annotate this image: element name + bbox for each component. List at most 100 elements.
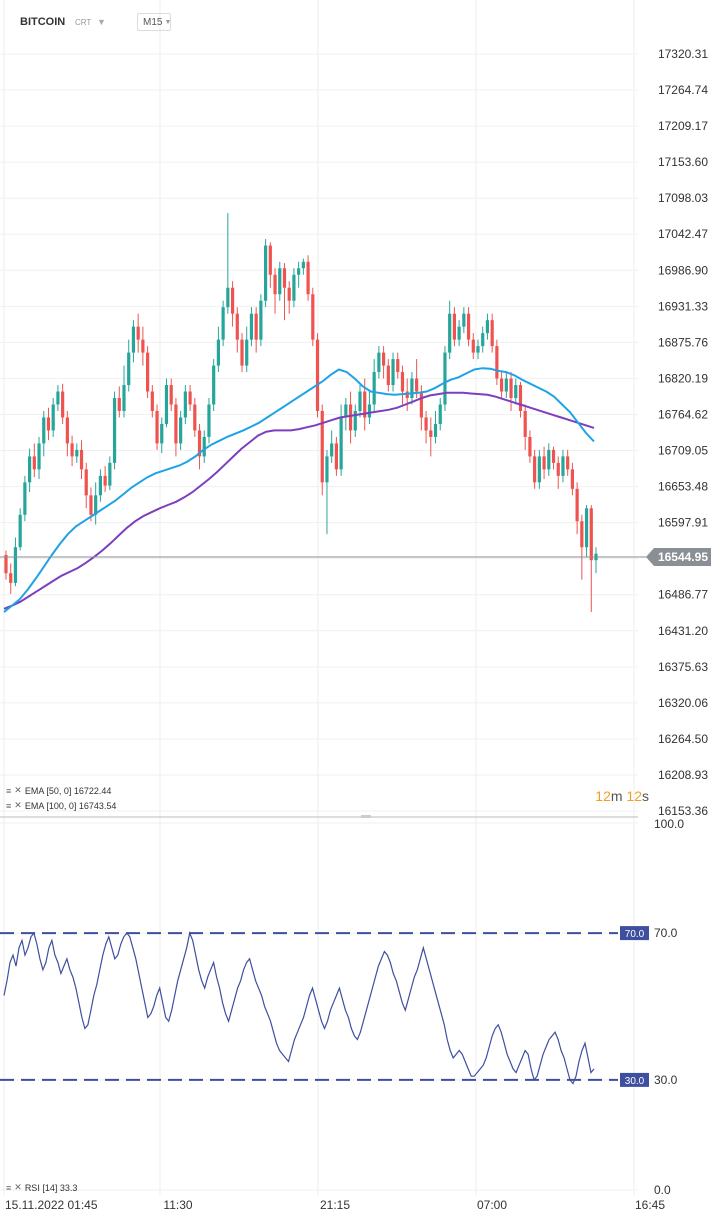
candle-body — [500, 378, 504, 392]
candle-body — [518, 385, 523, 411]
candle-body — [160, 423, 164, 444]
candle-body — [235, 313, 239, 340]
candle-body — [150, 391, 154, 411]
candle-body — [212, 365, 216, 405]
candle-body — [230, 287, 235, 314]
menu-icon[interactable]: ≡ — [6, 800, 11, 811]
candle-countdown: 12m 12s — [595, 788, 649, 804]
price-tick-label: 16597.91 — [658, 516, 708, 530]
candle-body — [188, 391, 192, 405]
time-tick-label: 07:00 — [477, 1198, 507, 1212]
candle-body — [325, 456, 329, 483]
candle-body — [580, 521, 584, 548]
candle-body — [207, 404, 211, 437]
chevron-down-icon: ▼ — [164, 18, 172, 26]
candle-body — [32, 456, 36, 470]
price-tick-label: 16820.19 — [658, 371, 708, 385]
price-tick-label: 16653.48 — [658, 480, 708, 494]
candle-body — [433, 423, 438, 437]
ema100-line — [3, 391, 595, 610]
current-price-label: 16544.95 — [658, 550, 708, 564]
candle-body — [551, 449, 556, 463]
candle-body — [155, 410, 159, 444]
symbol-dropdown-icon[interactable]: ▼ — [97, 17, 106, 27]
candle-body — [556, 462, 560, 476]
menu-icon[interactable]: ≡ — [6, 1182, 11, 1193]
candle-body — [306, 261, 310, 295]
price-tick-label: 17264.74 — [658, 83, 708, 97]
candle-body — [452, 313, 456, 340]
candle-body — [9, 573, 13, 583]
candle-body — [221, 307, 225, 340]
candle-body — [490, 320, 494, 347]
candle-body — [169, 385, 173, 405]
symbol-name[interactable]: BITCOIN — [20, 16, 66, 28]
candle-body — [537, 456, 541, 483]
candle-body — [429, 430, 433, 437]
candle-body — [495, 346, 499, 379]
candle-body — [372, 372, 376, 405]
timer-minutes: 12 — [595, 788, 611, 804]
ema100-legend-text: EMA [100, 0] 16743.54 — [24, 800, 117, 811]
candle-body — [462, 313, 466, 327]
candle-body — [410, 378, 414, 399]
candle-body — [240, 339, 244, 366]
candle-body — [65, 417, 69, 444]
close-icon[interactable]: ✕ — [14, 1182, 21, 1192]
candle-body — [254, 313, 258, 340]
ema50-legend-text: EMA [50, 0] 16722.44 — [24, 785, 112, 796]
price-tick-label: 17320.31 — [658, 47, 708, 61]
candle-body — [287, 287, 291, 301]
candle-body — [561, 456, 565, 476]
candle-body — [46, 417, 51, 431]
candle-body — [216, 339, 220, 366]
candle-body — [575, 488, 579, 522]
candle-body — [98, 475, 102, 496]
candle-body — [268, 245, 272, 275]
candle-body — [528, 436, 532, 457]
candle-body — [405, 391, 409, 399]
ema50-line — [3, 367, 595, 613]
candle-body — [37, 443, 41, 470]
candle-body — [282, 268, 287, 288]
candle-body — [273, 274, 277, 295]
close-icon[interactable]: ✕ — [14, 785, 21, 795]
candle-body — [485, 320, 490, 334]
candle-body — [51, 404, 55, 431]
rsi-tick-label: 30.0 — [654, 1073, 678, 1087]
candle-body — [542, 456, 546, 470]
rsi-legend: ≡ ✕ RSI [14] 33.3 — [6, 1182, 77, 1193]
candle-body — [141, 339, 145, 353]
candle-body — [448, 313, 452, 353]
candle-body — [424, 417, 428, 431]
menu-icon[interactable]: ≡ — [6, 785, 11, 796]
price-tick-label: 16153.36 — [658, 804, 708, 818]
candle-body — [70, 443, 74, 457]
rsi-tick-label: 70.0 — [654, 926, 678, 940]
candle-body — [61, 391, 65, 418]
candle-body — [18, 514, 22, 548]
candle-body — [94, 495, 98, 515]
timeframe-select[interactable]: M15 ▼ — [137, 13, 171, 31]
price-tick-label: 16709.05 — [658, 444, 708, 458]
candle-body — [127, 352, 131, 386]
rsi-legend-text: RSI [14] 33.3 — [24, 1182, 78, 1193]
time-tick-label: 21:15 — [320, 1198, 350, 1212]
rsi-tick-label: 0.0 — [654, 1183, 671, 1197]
price-tick-label: 16264.50 — [658, 732, 708, 746]
candle-body — [363, 391, 367, 418]
ema100-legend: ≡ ✕ EMA [100, 0] 16743.54 — [6, 800, 116, 811]
candle-body — [245, 339, 249, 366]
candle-body — [315, 339, 320, 411]
timer-seconds-unit: s — [642, 788, 649, 804]
close-icon[interactable]: ✕ — [14, 800, 21, 810]
candle-body — [103, 475, 107, 486]
candle-body — [174, 404, 178, 444]
candle-body — [56, 391, 60, 405]
candle-body — [466, 313, 471, 340]
time-tick-label: 16:45 — [635, 1198, 665, 1212]
candle-body — [259, 300, 263, 340]
price-tick-label: 16486.77 — [658, 588, 708, 602]
candle-body — [297, 268, 301, 275]
